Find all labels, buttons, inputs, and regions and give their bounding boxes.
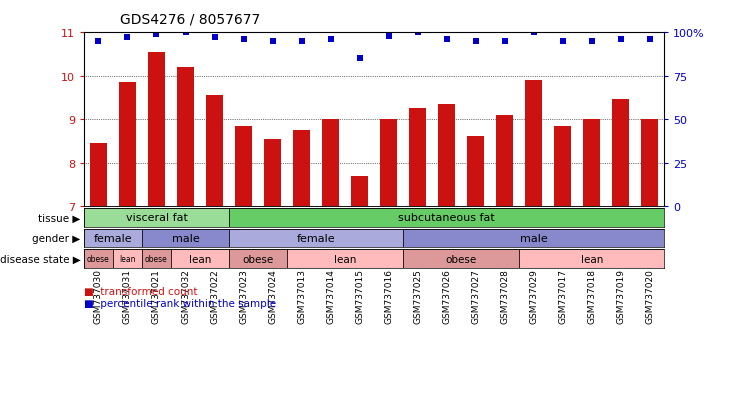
Bar xyxy=(438,104,456,206)
Bar xyxy=(293,131,310,206)
Bar xyxy=(142,250,171,268)
Text: GSM737032: GSM737032 xyxy=(181,268,190,323)
Text: GSM737016: GSM737016 xyxy=(384,268,393,323)
Text: GSM737018: GSM737018 xyxy=(587,268,596,323)
Text: female: female xyxy=(93,233,132,244)
Point xyxy=(383,33,394,40)
Bar xyxy=(84,229,142,248)
Text: GSM737013: GSM737013 xyxy=(297,268,306,323)
Text: visceral fat: visceral fat xyxy=(126,213,188,223)
Point xyxy=(441,37,453,43)
Bar xyxy=(287,250,403,268)
Text: gender ▶: gender ▶ xyxy=(32,233,80,244)
Bar xyxy=(229,229,403,248)
Bar xyxy=(90,144,107,206)
Text: obese: obese xyxy=(445,254,477,264)
Point xyxy=(150,31,162,38)
Text: tissue ▶: tissue ▶ xyxy=(38,213,80,223)
Bar xyxy=(525,81,542,206)
Point xyxy=(209,35,220,42)
Text: obese: obese xyxy=(145,255,168,263)
Point xyxy=(528,30,539,36)
Text: GSM737029: GSM737029 xyxy=(529,268,538,323)
Point xyxy=(644,37,656,43)
Bar xyxy=(351,176,369,206)
Text: obese: obese xyxy=(87,255,109,263)
Bar xyxy=(583,120,601,206)
Text: disease state ▶: disease state ▶ xyxy=(0,254,80,264)
Bar xyxy=(496,116,513,206)
Text: ■  percentile rank within the sample: ■ percentile rank within the sample xyxy=(84,299,276,309)
Text: GSM737030: GSM737030 xyxy=(94,268,103,323)
Bar xyxy=(467,137,485,206)
Bar xyxy=(171,250,229,268)
Bar xyxy=(403,250,519,268)
Text: lean: lean xyxy=(189,254,211,264)
Text: lean: lean xyxy=(334,254,356,264)
Point xyxy=(412,30,423,36)
Point xyxy=(93,38,104,45)
Bar xyxy=(142,229,229,248)
Bar xyxy=(177,68,194,206)
Bar xyxy=(235,126,253,206)
Text: GSM737022: GSM737022 xyxy=(210,268,219,323)
Point xyxy=(180,30,191,36)
Text: male: male xyxy=(520,233,548,244)
Bar xyxy=(554,126,572,206)
Text: GSM737026: GSM737026 xyxy=(442,268,451,323)
Point xyxy=(296,38,307,45)
Text: ■  transformed count: ■ transformed count xyxy=(84,286,197,296)
Point xyxy=(615,37,626,43)
Bar xyxy=(519,250,664,268)
Text: GSM737023: GSM737023 xyxy=(239,268,248,323)
Text: GSM737019: GSM737019 xyxy=(616,268,626,323)
Text: female: female xyxy=(297,233,335,244)
Text: GSM737015: GSM737015 xyxy=(355,268,364,323)
Point xyxy=(238,37,250,43)
Bar xyxy=(264,139,281,206)
Point xyxy=(266,38,278,45)
Bar xyxy=(612,100,629,206)
Point xyxy=(557,38,569,45)
Text: GSM737027: GSM737027 xyxy=(471,268,480,323)
Text: lean: lean xyxy=(580,254,603,264)
Bar xyxy=(147,52,165,206)
Text: GSM737028: GSM737028 xyxy=(500,268,510,323)
Point xyxy=(325,37,337,43)
Text: GSM737025: GSM737025 xyxy=(413,268,422,323)
Point xyxy=(586,38,598,45)
Bar xyxy=(84,250,113,268)
Point xyxy=(122,35,134,42)
Text: GSM737017: GSM737017 xyxy=(558,268,567,323)
Bar xyxy=(229,250,287,268)
Bar xyxy=(403,229,664,248)
Point xyxy=(470,38,482,45)
Bar xyxy=(229,209,664,227)
Bar xyxy=(84,209,229,227)
Point xyxy=(499,38,510,45)
Text: GSM737014: GSM737014 xyxy=(326,268,335,323)
Text: GSM737031: GSM737031 xyxy=(123,268,132,323)
Bar xyxy=(206,96,223,206)
Text: obese: obese xyxy=(242,254,274,264)
Bar xyxy=(409,109,426,206)
Text: subcutaneous fat: subcutaneous fat xyxy=(399,213,495,223)
Text: GDS4276 / 8057677: GDS4276 / 8057677 xyxy=(120,12,261,26)
Bar xyxy=(641,120,658,206)
Text: GSM737020: GSM737020 xyxy=(645,268,654,323)
Point xyxy=(354,56,366,62)
Text: GSM737021: GSM737021 xyxy=(152,268,161,323)
Text: GSM737024: GSM737024 xyxy=(268,268,277,323)
Text: male: male xyxy=(172,233,199,244)
Bar xyxy=(113,250,142,268)
Text: lean: lean xyxy=(119,255,136,263)
Bar xyxy=(322,120,339,206)
Bar xyxy=(119,83,137,206)
Bar xyxy=(380,120,397,206)
